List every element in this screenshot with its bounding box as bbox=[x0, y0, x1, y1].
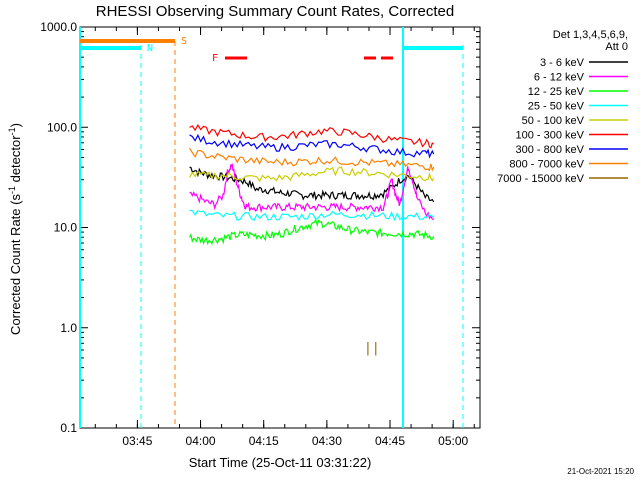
x-tick-label: 03:45 bbox=[122, 434, 152, 448]
y-tick-label: 100.0 bbox=[47, 120, 77, 134]
y-axis-label-part1: Corrected Count Rate (s bbox=[8, 194, 23, 335]
legend-header-line2: Att 0 bbox=[605, 41, 628, 53]
series-line bbox=[188, 147, 435, 172]
x-tick-label: 05:00 bbox=[438, 434, 468, 448]
y-tick-label: 1000.0 bbox=[40, 20, 77, 34]
y-axis-label: Corrected Count Rate (s-1 detector-1) bbox=[7, 123, 23, 335]
series-line bbox=[189, 209, 435, 222]
x-tick-label: 04:15 bbox=[249, 434, 279, 448]
series-line bbox=[188, 166, 435, 183]
legend-label: 300 - 800 keV bbox=[516, 144, 585, 156]
series-line bbox=[189, 162, 434, 221]
x-axis-label: Start Time (25-Oct-11 03:31:22) bbox=[189, 455, 372, 470]
legend-label: 800 - 7000 keV bbox=[509, 159, 584, 171]
series-line bbox=[188, 218, 435, 246]
flag-markers: N S F || bbox=[79, 27, 464, 428]
legend-label: 6 - 12 keV bbox=[534, 72, 585, 84]
series-line bbox=[189, 124, 434, 149]
legend-label: 50 - 100 keV bbox=[522, 115, 585, 127]
legend-header-line1: Det 1,3,4,5,6,9, bbox=[553, 29, 628, 41]
timestamp: 21-Oct-2021 15:20 bbox=[567, 467, 634, 476]
x-tick-label: 04:45 bbox=[375, 434, 405, 448]
legend-label: 3 - 6 keV bbox=[540, 57, 585, 69]
y-axis-label-sup1: -1 bbox=[7, 186, 17, 194]
x-tick-label: 04:00 bbox=[186, 434, 216, 448]
legend: 3 - 6 keV 6 - 12 keV 12 - 25 keV 25 - 50 ke… bbox=[497, 57, 628, 185]
legend-label: 100 - 300 keV bbox=[516, 130, 585, 142]
plot-frame bbox=[79, 26, 481, 429]
chart-title: RHESSI Observing Summary Count Rates, Co… bbox=[96, 3, 454, 20]
night-flag-label: N bbox=[147, 43, 153, 54]
legend-label: 7000 - 15000 keV bbox=[497, 173, 585, 185]
series-lines bbox=[188, 124, 435, 246]
y-axis: 0.1 1.0 10.0 100.0 1000.0 bbox=[40, 20, 480, 435]
flare-flag-label: F bbox=[212, 53, 218, 64]
x-axis: 03:45 04:00 04:15 04:30 04:45 05:00 bbox=[94, 27, 475, 448]
series-line bbox=[189, 133, 435, 159]
legend-label: 12 - 25 keV bbox=[528, 86, 585, 98]
y-tick-label: 1.0 bbox=[60, 321, 77, 335]
attenuator-mark: || bbox=[364, 341, 380, 356]
saa-flag-label: S bbox=[181, 36, 187, 47]
y-axis-label-sup2: -1 bbox=[7, 127, 17, 135]
y-axis-label-part2: detector bbox=[8, 135, 23, 186]
series-line bbox=[189, 166, 435, 203]
legend-label: 25 - 50 keV bbox=[528, 101, 585, 113]
x-tick-label: 04:30 bbox=[312, 434, 342, 448]
y-axis-label-part3: ) bbox=[8, 123, 23, 127]
y-tick-label: 10.0 bbox=[54, 221, 78, 235]
y-tick-label: 0.1 bbox=[60, 421, 77, 435]
